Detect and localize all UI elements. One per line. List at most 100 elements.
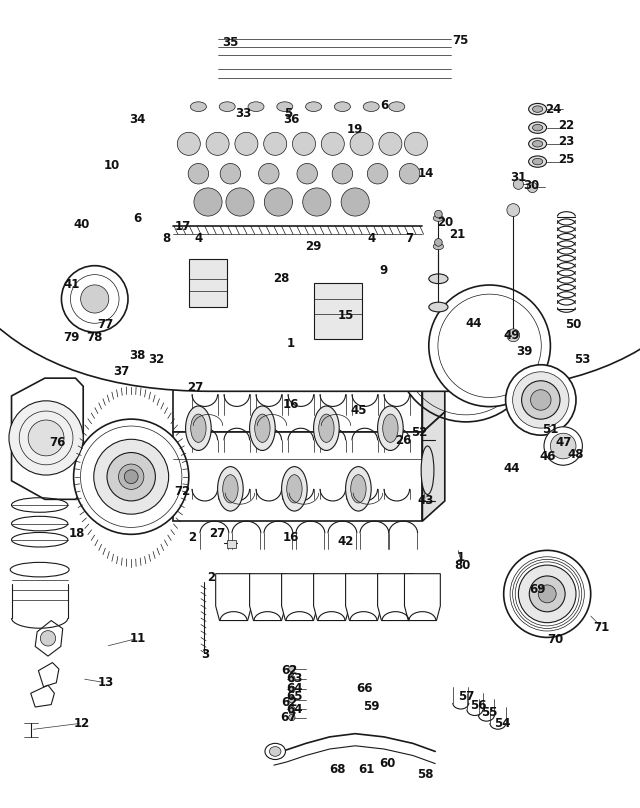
Text: 69: 69: [529, 583, 546, 596]
Ellipse shape: [389, 102, 405, 112]
Ellipse shape: [378, 406, 403, 451]
Text: 34: 34: [129, 113, 146, 126]
Text: 22: 22: [558, 119, 575, 132]
Text: 39: 39: [516, 345, 533, 358]
Circle shape: [538, 585, 556, 603]
Circle shape: [124, 469, 138, 484]
Text: 20: 20: [436, 216, 453, 229]
Circle shape: [276, 278, 310, 312]
Text: 45: 45: [350, 404, 367, 417]
Text: 14: 14: [417, 167, 434, 180]
Circle shape: [289, 675, 295, 682]
Circle shape: [435, 210, 442, 218]
Text: 44: 44: [465, 317, 482, 330]
Text: 52: 52: [411, 426, 428, 439]
Text: 31: 31: [510, 171, 527, 184]
Ellipse shape: [433, 243, 444, 250]
Ellipse shape: [265, 743, 285, 760]
Text: 1: 1: [457, 551, 465, 564]
Text: 30: 30: [523, 179, 540, 192]
Circle shape: [194, 188, 222, 216]
Text: 32: 32: [148, 353, 165, 366]
Circle shape: [61, 266, 128, 332]
Circle shape: [186, 284, 209, 306]
Ellipse shape: [191, 102, 206, 112]
Ellipse shape: [219, 102, 236, 112]
Polygon shape: [422, 412, 445, 521]
Text: 33: 33: [235, 107, 252, 120]
Text: 3: 3: [201, 648, 209, 661]
Circle shape: [289, 696, 295, 703]
Polygon shape: [173, 97, 445, 117]
Text: 47: 47: [555, 436, 572, 449]
Circle shape: [9, 401, 83, 475]
Text: 1: 1: [287, 337, 295, 350]
Circle shape: [321, 133, 344, 155]
Polygon shape: [173, 117, 422, 226]
Circle shape: [297, 163, 317, 184]
Circle shape: [507, 329, 520, 342]
Text: 71: 71: [593, 621, 610, 633]
Circle shape: [218, 284, 241, 306]
Text: 12: 12: [74, 717, 90, 730]
Text: 38: 38: [129, 349, 146, 362]
Circle shape: [513, 179, 524, 189]
Text: 18: 18: [68, 527, 85, 540]
Text: 55: 55: [481, 706, 498, 719]
Circle shape: [206, 133, 229, 155]
Text: 24: 24: [545, 103, 562, 116]
FancyBboxPatch shape: [0, 0, 640, 391]
Text: 65: 65: [286, 690, 303, 703]
Text: 2: 2: [188, 531, 196, 544]
Ellipse shape: [346, 466, 371, 511]
Text: 28: 28: [273, 272, 290, 285]
Text: 62: 62: [281, 664, 298, 677]
Text: © Boats.net: © Boats.net: [99, 170, 183, 185]
Polygon shape: [314, 574, 349, 621]
Text: 5: 5: [284, 107, 292, 120]
Text: 10: 10: [104, 159, 120, 172]
Text: 27: 27: [209, 527, 226, 540]
Circle shape: [399, 163, 420, 184]
Polygon shape: [173, 432, 422, 521]
Circle shape: [180, 278, 214, 312]
Text: 37: 37: [113, 365, 130, 378]
Circle shape: [340, 278, 374, 312]
Ellipse shape: [364, 102, 380, 112]
Ellipse shape: [529, 138, 547, 149]
Ellipse shape: [319, 414, 334, 443]
Text: 63: 63: [286, 672, 303, 685]
Circle shape: [289, 686, 295, 692]
Text: 15: 15: [337, 309, 354, 322]
Text: 21: 21: [449, 228, 466, 241]
Polygon shape: [378, 574, 413, 621]
Text: 46: 46: [539, 450, 556, 463]
Ellipse shape: [351, 474, 366, 503]
Text: 70: 70: [547, 633, 564, 646]
Text: 8: 8: [163, 232, 170, 245]
Circle shape: [527, 183, 538, 192]
Text: 80: 80: [454, 559, 470, 572]
Text: 2: 2: [207, 571, 215, 584]
Circle shape: [332, 163, 353, 184]
Circle shape: [235, 133, 258, 155]
Polygon shape: [173, 214, 445, 255]
Ellipse shape: [269, 747, 281, 756]
Circle shape: [506, 364, 576, 436]
Circle shape: [372, 278, 406, 312]
Polygon shape: [314, 283, 362, 339]
Text: 25: 25: [558, 154, 575, 166]
Polygon shape: [189, 259, 227, 307]
Polygon shape: [422, 234, 445, 432]
Text: 59: 59: [363, 701, 380, 713]
Ellipse shape: [223, 474, 238, 503]
Circle shape: [264, 188, 292, 216]
Circle shape: [107, 452, 156, 501]
Text: 66: 66: [356, 682, 373, 695]
Text: 77: 77: [97, 318, 114, 331]
Circle shape: [504, 550, 591, 638]
Polygon shape: [250, 574, 285, 621]
Ellipse shape: [248, 102, 264, 112]
Text: 6: 6: [134, 212, 141, 225]
Ellipse shape: [250, 406, 275, 451]
